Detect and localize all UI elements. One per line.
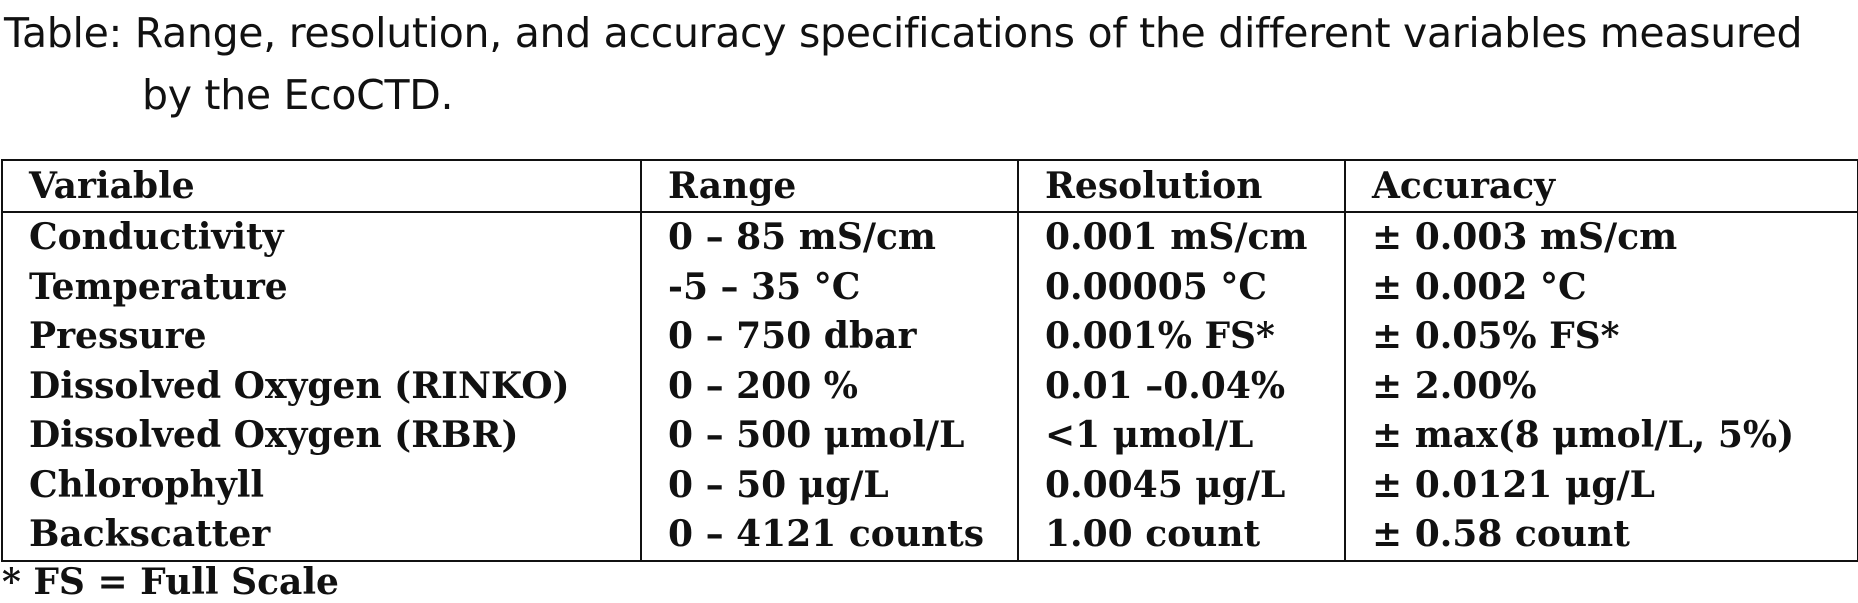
cell-range: 0 – 500 μmol/L bbox=[640, 411, 1019, 461]
cell-range: 0 – 750 dbar bbox=[640, 312, 1019, 362]
cell-range: 0 – 50 μg/L bbox=[640, 460, 1019, 510]
cell-resolution: 0.001% FS* bbox=[1017, 312, 1346, 362]
table-row: Temperature -5 – 35 °C 0.00005 °C ± 0.00… bbox=[1, 262, 1858, 312]
cell-resolution: 1.00 count bbox=[1017, 510, 1346, 562]
cell-range: 0 – 200 % bbox=[640, 361, 1019, 411]
spec-table: Variable Range Resolution Accuracy Condu… bbox=[1, 159, 1858, 562]
cell-accuracy: ± max(8 μmol/L, 5%) bbox=[1344, 411, 1858, 461]
cell-variable: Conductivity bbox=[1, 212, 642, 263]
table-row: Pressure 0 – 750 dbar 0.001% FS* ± 0.05%… bbox=[1, 312, 1858, 362]
table-row: Dissolved Oxygen (RINKO) 0 – 200 % 0.01 … bbox=[1, 361, 1858, 411]
table-header-row: Variable Range Resolution Accuracy bbox=[1, 160, 1858, 212]
header-accuracy: Accuracy bbox=[1344, 160, 1858, 212]
header-variable: Variable bbox=[1, 160, 642, 212]
cell-variable: Dissolved Oxygen (RINKO) bbox=[1, 361, 642, 411]
cell-accuracy: ± 0.003 mS/cm bbox=[1344, 212, 1858, 263]
caption-label: Table: bbox=[4, 9, 123, 57]
cell-resolution: 0.00005 °C bbox=[1017, 262, 1346, 312]
cell-variable: Backscatter bbox=[1, 510, 642, 562]
header-range: Range bbox=[640, 160, 1019, 212]
cell-range: 0 – 85 mS/cm bbox=[640, 212, 1019, 263]
cell-accuracy: ± 0.05% FS* bbox=[1344, 312, 1858, 362]
cell-resolution: 0.001 mS/cm bbox=[1017, 212, 1346, 263]
cell-range: -5 – 35 °C bbox=[640, 262, 1019, 312]
cell-resolution: 0.01 –0.04% bbox=[1017, 361, 1346, 411]
caption-text-line-2: by the EcoCTD. bbox=[142, 71, 454, 119]
caption-text-line-1: Range, resolution, and accuracy specific… bbox=[134, 9, 1803, 57]
table-row: Chlorophyll 0 – 50 μg/L 0.0045 μg/L ± 0.… bbox=[1, 460, 1858, 510]
cell-resolution: 0.0045 μg/L bbox=[1017, 460, 1346, 510]
table-footnote: * FS = Full Scale bbox=[2, 561, 339, 603]
table-caption: Table: Range, resolution, and accuracy s… bbox=[4, 2, 1844, 126]
header-resolution: Resolution bbox=[1017, 160, 1346, 212]
cell-accuracy: ± 0.58 count bbox=[1344, 510, 1858, 562]
cell-accuracy: ± 0.002 °C bbox=[1344, 262, 1858, 312]
cell-variable: Pressure bbox=[1, 312, 642, 362]
cell-variable: Temperature bbox=[1, 262, 642, 312]
table-row: Conductivity 0 – 85 mS/cm 0.001 mS/cm ± … bbox=[1, 212, 1858, 263]
cell-accuracy: ± 0.0121 μg/L bbox=[1344, 460, 1858, 510]
cell-accuracy: ± 2.00% bbox=[1344, 361, 1858, 411]
cell-range: 0 – 4121 counts bbox=[640, 510, 1019, 562]
table-row: Backscatter 0 – 4121 counts 1.00 count ±… bbox=[1, 510, 1858, 562]
cell-variable: Dissolved Oxygen (RBR) bbox=[1, 411, 642, 461]
cell-resolution: <1 μmol/L bbox=[1017, 411, 1346, 461]
cell-variable: Chlorophyll bbox=[1, 460, 642, 510]
table-row: Dissolved Oxygen (RBR) 0 – 500 μmol/L <1… bbox=[1, 411, 1858, 461]
